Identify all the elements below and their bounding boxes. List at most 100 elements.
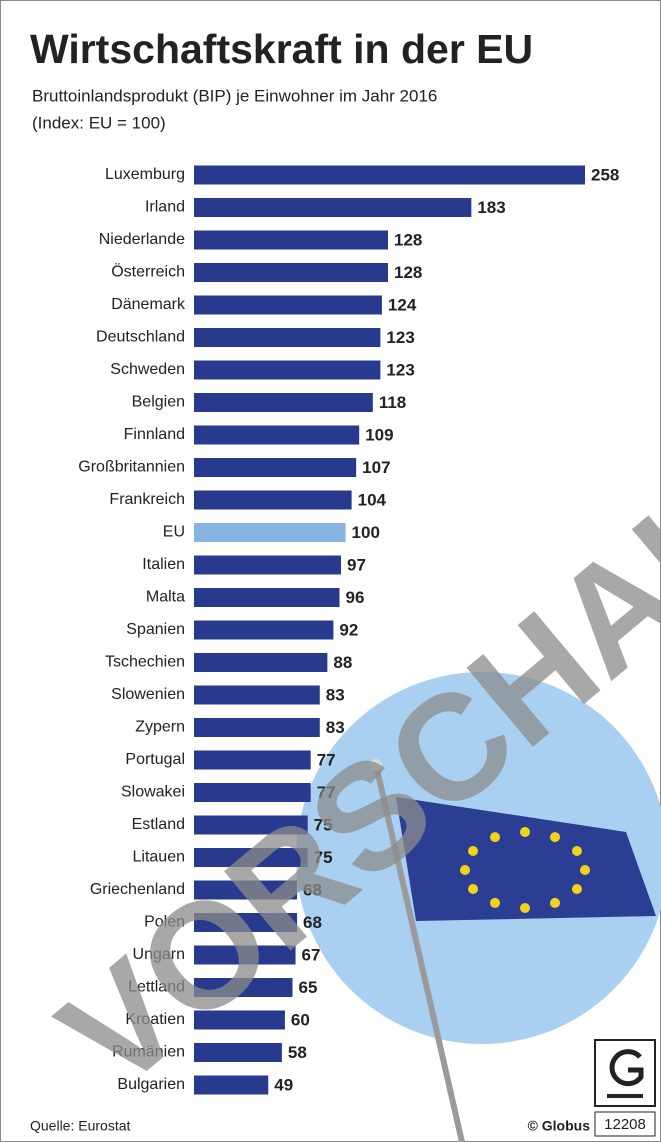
- bar: [194, 1043, 282, 1062]
- flag-star: [550, 832, 560, 843]
- value-label: 83: [326, 685, 345, 704]
- bar: [194, 815, 308, 835]
- bar: [194, 393, 373, 412]
- bar: [194, 1010, 285, 1030]
- value-label: 68: [303, 913, 322, 932]
- bar: [194, 490, 352, 510]
- value-label: 97: [347, 555, 366, 574]
- value-label: 123: [386, 360, 414, 379]
- value-label: 75: [314, 815, 333, 834]
- value-label: 68: [303, 880, 322, 899]
- value-label: 258: [591, 165, 619, 184]
- value-label: 65: [299, 978, 318, 997]
- flag-star: [580, 865, 590, 875]
- category-label: Großbritannien: [78, 459, 185, 476]
- category-label: Tschechien: [105, 654, 185, 671]
- bar: [194, 360, 381, 380]
- value-label: 60: [291, 1010, 310, 1029]
- category-label: Lettland: [128, 979, 185, 996]
- category-label: Deutschland: [96, 329, 185, 346]
- category-label: Niederlande: [99, 231, 185, 248]
- value-label: 77: [317, 750, 336, 769]
- graphic-number: 12208: [604, 1116, 646, 1133]
- bar: [194, 458, 357, 477]
- value-label: 96: [345, 588, 364, 607]
- value-label: 75: [314, 848, 333, 867]
- value-label: 109: [365, 425, 393, 444]
- category-label: Litauen: [133, 849, 186, 866]
- value-label: 92: [339, 620, 358, 639]
- bar: [194, 913, 298, 932]
- value-label: 67: [302, 945, 321, 964]
- bar: [194, 295, 382, 315]
- value-label: 100: [352, 523, 380, 542]
- value-label: 118: [379, 393, 406, 412]
- value-label: 49: [274, 1075, 293, 1094]
- bar: [194, 165, 585, 185]
- bar: [194, 588, 340, 607]
- pole-top: [370, 759, 382, 771]
- bar: [194, 685, 320, 705]
- category-label: Polen: [144, 914, 185, 931]
- chart-title: Wirtschaftskraft in der EU: [30, 26, 533, 72]
- category-label: Kroatien: [125, 1011, 185, 1028]
- subtitle: (Index: EU = 100): [32, 113, 166, 132]
- flag-star: [550, 897, 560, 908]
- category-label: Italien: [142, 556, 185, 573]
- category-label: Schweden: [110, 361, 185, 378]
- value-label: 128: [394, 230, 422, 249]
- category-label: Griechenland: [90, 881, 185, 898]
- credit: © Globus: [528, 1118, 591, 1134]
- bar: [194, 620, 334, 640]
- bar: [194, 263, 388, 282]
- value-label: 128: [394, 263, 422, 282]
- flag-star: [490, 832, 500, 843]
- value-label: 124: [388, 295, 417, 314]
- value-label: 107: [362, 458, 390, 477]
- category-label: Frankreich: [109, 491, 185, 508]
- category-label: Estland: [132, 816, 185, 833]
- value-label: 58: [288, 1043, 307, 1062]
- category-label: Österreich: [111, 263, 185, 281]
- bar: [194, 198, 472, 217]
- bar: [194, 425, 360, 445]
- category-label: Rumänien: [112, 1044, 185, 1061]
- category-label: Irland: [145, 199, 185, 216]
- bar: [194, 555, 342, 575]
- value-label: 83: [326, 718, 345, 737]
- flag-star: [571, 846, 582, 856]
- flag-star: [460, 865, 470, 875]
- eu-flag: [396, 797, 656, 921]
- category-label: Portugal: [125, 751, 185, 768]
- bar: [194, 750, 311, 770]
- bars: Luxemburg 258 Irland 183 Niederlande 128 Öster…: [78, 165, 619, 1095]
- flag-stars: [460, 827, 590, 913]
- source: Quelle: Eurostat: [30, 1118, 130, 1134]
- globus-logo-mark: [609, 1049, 644, 1087]
- bar: [194, 783, 311, 802]
- value-label: 183: [477, 198, 505, 217]
- category-label: Ungarn: [133, 946, 185, 963]
- category-label: Slowakei: [121, 784, 185, 801]
- value-label: 123: [386, 328, 414, 347]
- bar: [194, 718, 320, 737]
- category-label: Malta: [146, 589, 185, 606]
- bar: [194, 230, 388, 250]
- bar: [194, 328, 381, 347]
- category-label: Slowenien: [111, 686, 185, 703]
- bar: [194, 880, 298, 900]
- number-box: [594, 1111, 656, 1137]
- category-label: Finnland: [124, 426, 185, 443]
- flag-star: [520, 827, 530, 837]
- category-label: Bulgarien: [117, 1076, 185, 1093]
- flag-star: [468, 884, 479, 894]
- bar: [194, 945, 296, 965]
- bar: [194, 1075, 269, 1095]
- bar: [194, 523, 346, 542]
- flag-star: [490, 897, 500, 908]
- subtitle: Bruttoinlandsprodukt (BIP) je Einwohner …: [32, 86, 437, 105]
- bar: [194, 848, 308, 867]
- bar: [194, 653, 328, 672]
- category-label: Luxemburg: [105, 166, 185, 183]
